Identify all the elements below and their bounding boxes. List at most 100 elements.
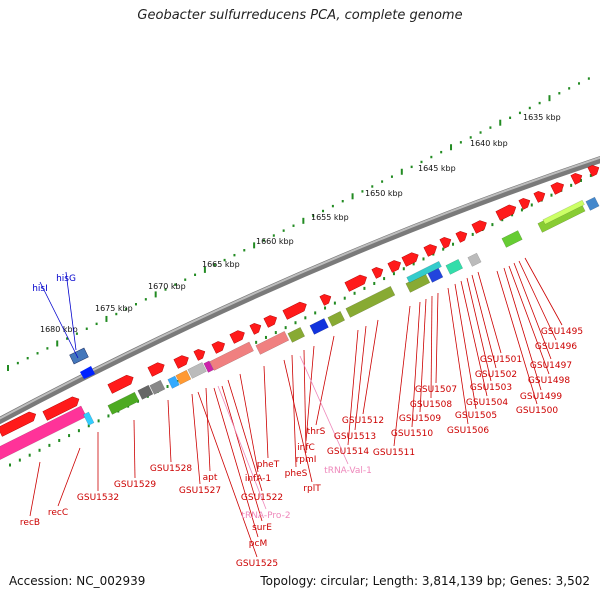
gene-arrow-shape: [229, 330, 245, 344]
scale-tick: [499, 119, 502, 126]
cog-block-shape: [83, 411, 95, 426]
leader-line: [65, 271, 77, 351]
cog-block: [287, 327, 306, 343]
gene-features: [0, 165, 600, 437]
scale-tick: [381, 180, 384, 183]
scale-tick: [233, 253, 236, 257]
scale-tick: [343, 296, 346, 300]
leader-line: [221, 385, 263, 522]
cog-block: [542, 199, 585, 225]
gene-label: pcM: [249, 539, 267, 549]
cog-block: [406, 260, 442, 283]
leader-line: [362, 319, 379, 415]
gene-arrow-shape: [495, 204, 517, 221]
gene-label: hisG: [56, 274, 76, 284]
scale-tick: [164, 288, 167, 291]
cog-block: [107, 391, 140, 415]
gene-arrow: [173, 355, 189, 369]
leader-line: [197, 391, 258, 558]
gene-label: GSU1527: [179, 486, 221, 496]
scale-tick: [16, 361, 19, 365]
scale-tick: [184, 278, 187, 281]
scale-tick: [166, 385, 169, 389]
scale-tick: [587, 77, 590, 80]
scale-tick: [452, 242, 455, 246]
cog-block-shape: [345, 285, 396, 318]
gene-arrow: [249, 323, 262, 335]
scale-tick: [243, 249, 246, 252]
cog-block: [467, 252, 482, 267]
leader-line: [411, 301, 421, 428]
scale-tick: [312, 214, 315, 218]
scale-tick: [410, 165, 413, 169]
gene-arrow-shape: [423, 244, 437, 257]
gene-label: GSU1504: [466, 398, 508, 408]
scale-tick: [491, 223, 494, 227]
kbp-tick-label: 1640 kbp: [470, 139, 508, 148]
leader-line: [303, 349, 307, 454]
scale-tick: [459, 141, 462, 144]
scale-tick: [77, 429, 80, 433]
scale-tick: [125, 307, 128, 311]
gene-label: GSU1522: [241, 493, 283, 503]
scale-tick: [371, 185, 374, 188]
leader-line: [291, 354, 297, 468]
gene-label: GSU1514: [327, 447, 369, 457]
leader-line: [513, 262, 552, 360]
scale-tick: [518, 111, 521, 115]
leader-line: [305, 345, 315, 442]
scale-tick: [548, 95, 551, 102]
leader-line: [393, 305, 411, 447]
scale-tick: [28, 453, 31, 457]
cog-block-shape: [501, 230, 523, 248]
gene-arrow: [319, 294, 332, 306]
scale-tick: [501, 218, 504, 222]
gene-arrow: [423, 244, 437, 257]
gene-label: apt: [203, 473, 218, 483]
gene-label: GSU1496: [535, 342, 577, 352]
cog-block: [167, 375, 180, 389]
scale-tick: [373, 281, 376, 285]
kbp-tick-label: 1680 kbp: [40, 325, 78, 334]
cog-block: [209, 341, 254, 371]
cog-block: [585, 196, 600, 211]
backbone-highlight: [0, 156, 600, 420]
gene-label: GSU1513: [334, 432, 376, 442]
cog-features: [0, 196, 600, 461]
scale-tick: [107, 414, 110, 418]
leader-line: [496, 270, 538, 405]
scale-tick: [538, 101, 541, 105]
kbp-tick-label: 1650 kbp: [365, 189, 403, 198]
gene-label: GSU1507: [415, 385, 457, 395]
scale-tick: [353, 291, 356, 295]
cog-block: [175, 369, 192, 385]
gene-arrow-shape: [570, 173, 583, 185]
gene-label: GSU1495: [541, 327, 583, 337]
scale-tick: [38, 448, 41, 452]
gene-label: GSU1525: [236, 559, 278, 569]
genome-backbone: [0, 155, 600, 425]
gene-arrow: [107, 374, 134, 394]
cog-block-shape: [149, 379, 166, 395]
scale-tick: [174, 283, 177, 286]
gene-labels: hisI hisG GSU1495 GSU1496 GSU1497 GSU1498 GSU1…: [20, 274, 583, 569]
scale-tick: [361, 190, 364, 193]
scale-tick: [48, 443, 51, 447]
scale-tick: [134, 303, 137, 306]
scale-tick: [95, 322, 98, 326]
scale-tick: [341, 199, 344, 203]
gene-arrow: [570, 173, 583, 185]
scale-tick: [302, 217, 305, 224]
gene-arrow: [229, 330, 245, 344]
scale-tick: [46, 347, 49, 350]
gene-label: GSU1508: [410, 400, 452, 410]
kbp-tick-label: 1660 kbp: [256, 237, 294, 246]
scale-tick: [383, 277, 386, 281]
hisG-block: [69, 347, 89, 365]
cog-block-shape: [309, 318, 329, 335]
cog-block-shape: [287, 327, 306, 343]
gene-arrow: [387, 260, 401, 273]
gene-label: GSU1500: [516, 406, 558, 416]
kbp-tick-label: 1675 kbp: [95, 304, 133, 313]
leader-line: [419, 298, 427, 413]
